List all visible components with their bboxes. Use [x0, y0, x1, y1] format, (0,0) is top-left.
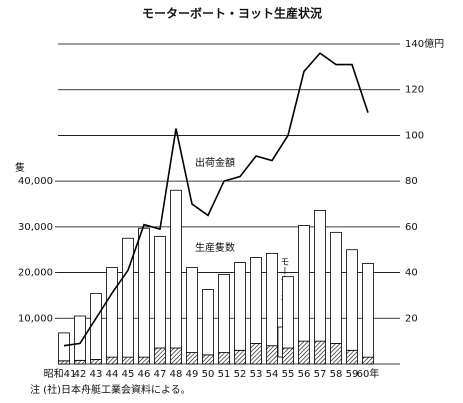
- bar: [170, 347, 182, 365]
- x-tick-label: 56: [298, 369, 311, 380]
- bar: [154, 347, 166, 365]
- bar: [170, 189, 182, 349]
- y-tick-label: 10,000: [18, 313, 53, 324]
- bar: [90, 359, 102, 365]
- bar: [138, 356, 150, 365]
- y2-tick-label: 60: [405, 222, 418, 233]
- bar: [234, 349, 246, 365]
- bar: [202, 354, 214, 365]
- bar: [186, 267, 198, 353]
- bar: [58, 360, 70, 365]
- x-tick-label: 55: [282, 369, 295, 380]
- x-tick-label: 46: [138, 369, 151, 380]
- chart-title: モーターボート・ヨット生産状況: [142, 6, 322, 21]
- bar: [346, 349, 358, 365]
- x-tick-label: 49: [186, 369, 199, 380]
- x-tick-label: 45: [122, 369, 135, 380]
- x-tick-label: 51: [218, 369, 231, 380]
- bar: [218, 352, 230, 365]
- bar: [266, 345, 278, 365]
- x-tick-label: 50: [202, 369, 215, 380]
- bar: [218, 273, 230, 353]
- y2-tick-label: 80: [405, 176, 418, 187]
- bar: [74, 359, 86, 365]
- line: [63, 52, 369, 347]
- bar: [154, 236, 166, 349]
- y2-tick-label: 40: [405, 268, 418, 279]
- bar: [314, 340, 326, 365]
- x-tick-label: 47: [154, 369, 167, 380]
- x-tick-label: 58: [330, 369, 343, 380]
- bar: [74, 315, 86, 361]
- bar: [362, 356, 374, 365]
- bar: [330, 343, 342, 365]
- x-tick-label: 54: [266, 369, 279, 380]
- line-label: 出荷金額: [195, 156, 235, 169]
- bar: [138, 227, 150, 358]
- x-tick-label: 43: [90, 369, 103, 380]
- x-tick-label: 52: [234, 369, 247, 380]
- y-tick-label: 30,000: [18, 222, 53, 233]
- bar: [90, 293, 102, 360]
- y2-tick-label: 20: [405, 313, 418, 324]
- bar: [298, 340, 310, 365]
- x-tick-label: 53: [250, 369, 263, 380]
- y-tick-label: 40,000: [18, 176, 53, 187]
- bar: [122, 356, 134, 365]
- bar: [202, 289, 214, 356]
- bar: [186, 352, 198, 365]
- bar: [234, 262, 246, 351]
- x-tick-label: 57: [314, 369, 327, 380]
- x-tick-label: 59: [346, 369, 359, 380]
- bar-annotation: 生産隻数: [195, 241, 235, 254]
- x-tick-label: 42: [74, 369, 87, 380]
- bar: [362, 263, 374, 358]
- x-tick-label: 60年: [357, 367, 380, 380]
- y2-tick-label: 100: [405, 130, 424, 141]
- bar: [58, 332, 70, 362]
- y-axis-label: 隻: [15, 161, 25, 174]
- bar: [106, 267, 118, 358]
- bar: [282, 347, 294, 365]
- bar: [250, 257, 262, 344]
- bar: [106, 356, 118, 365]
- bar: [122, 237, 134, 358]
- x-tick-label: 48: [170, 369, 183, 380]
- x-tick-label: 44: [106, 369, 119, 380]
- bar: [282, 276, 294, 349]
- bar: [250, 343, 262, 365]
- y-tick-label: 20,000: [18, 268, 53, 279]
- footnote: 注 (社)日本舟艇工業会資料による。: [30, 383, 191, 396]
- x-tick-label: 昭和41: [44, 368, 77, 380]
- y2-tick-label: 140億円: [405, 37, 444, 50]
- bar: [330, 231, 342, 344]
- bar: [266, 252, 278, 347]
- bar: [298, 225, 310, 342]
- y2-tick-label: 120: [405, 85, 424, 96]
- bar: [346, 249, 358, 351]
- bar: [314, 209, 326, 342]
